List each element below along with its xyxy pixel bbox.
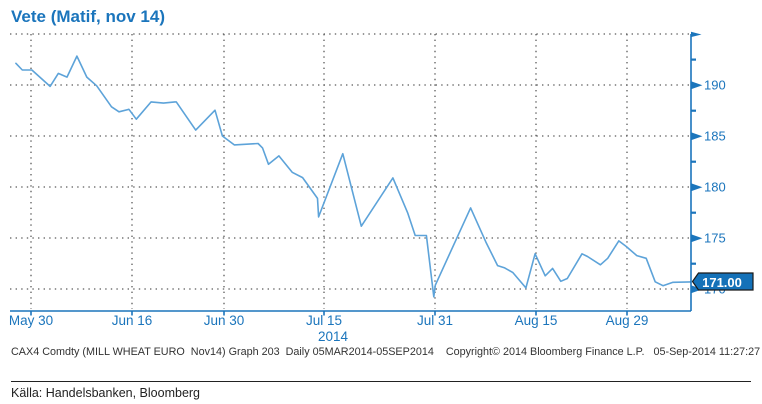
svg-text:171.00: 171.00: [702, 275, 742, 290]
svg-text:Jul 31: Jul 31: [417, 313, 453, 328]
svg-text:Jul 15: Jul 15: [306, 313, 342, 328]
svg-text:Jun 30: Jun 30: [204, 313, 245, 328]
svg-text:Aug 29: Aug 29: [606, 313, 649, 328]
svg-text:185: 185: [704, 129, 726, 144]
svg-text:May 30: May 30: [9, 313, 53, 328]
svg-text:190: 190: [704, 78, 726, 93]
svg-text:175: 175: [704, 231, 726, 246]
svg-text:180: 180: [704, 180, 726, 195]
svg-text:Jun 16: Jun 16: [112, 313, 153, 328]
svg-text:Aug 15: Aug 15: [515, 313, 558, 328]
svg-text:2014: 2014: [318, 329, 349, 344]
